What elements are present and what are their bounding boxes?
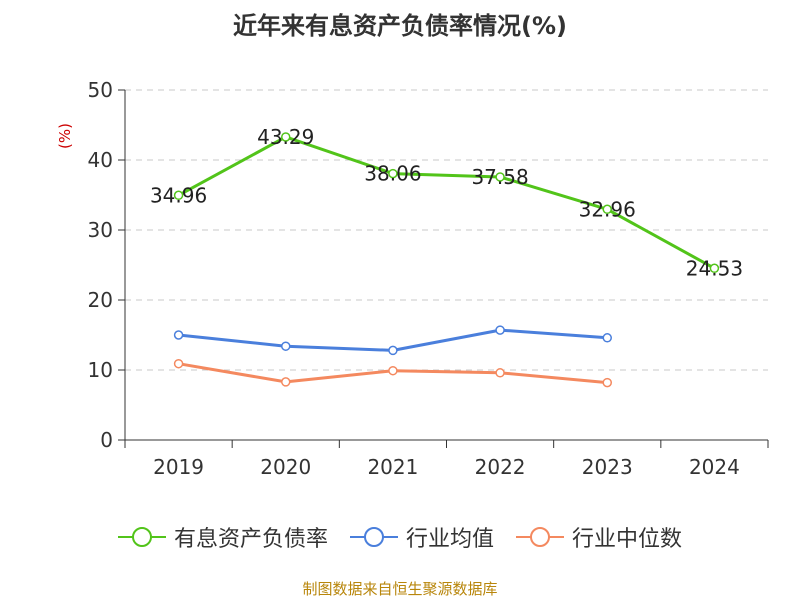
data-point[interactable]: [173, 190, 184, 201]
data-point[interactable]: [281, 377, 291, 387]
y-tick-label: 50: [88, 78, 113, 102]
data-label: 38.06: [364, 162, 421, 186]
series-lines: [173, 132, 720, 388]
legend-label: 有息资产负债率: [173, 527, 328, 552]
series-line: [177, 135, 716, 270]
data-label: 32.96: [579, 197, 636, 221]
legend-item-industry-median[interactable]: 行业中位数: [516, 521, 682, 553]
x-tick-label: 2021: [367, 455, 418, 479]
data-source-note: 制图数据来自恒生聚源数据库: [302, 580, 498, 598]
data-point[interactable]: [173, 330, 184, 340]
data-point[interactable]: [602, 204, 612, 215]
data-point[interactable]: [602, 377, 612, 388]
data-label: 37.58: [471, 165, 528, 189]
x-tick-label: 2024: [689, 455, 740, 479]
data-point[interactable]: [388, 345, 398, 356]
grid-lines: [125, 89, 768, 371]
data-labels: 34.96 43.29 38.06 37.58 32.96 24.53: [150, 125, 743, 280]
legend-marker-icon: [117, 527, 166, 547]
y-tick-label: 20: [88, 288, 113, 312]
legend-marker-icon: [349, 527, 398, 547]
data-point[interactable]: [495, 172, 505, 182]
legend-item-debt-ratio[interactable]: 有息资产负债率: [117, 521, 328, 553]
data-point[interactable]: [495, 325, 505, 335]
data-point[interactable]: [281, 132, 291, 142]
data-point[interactable]: [602, 333, 612, 343]
legend: 有息资产负债率 行业均值 行业中位数: [0, 520, 800, 554]
legend-label: 行业中位数: [572, 527, 683, 552]
y-tick-label: 40: [88, 148, 113, 172]
data-label: 24.53: [686, 256, 743, 280]
x-tick-label: 2022: [475, 455, 526, 479]
legend-label: 行业均值: [405, 527, 494, 552]
x-tick-label: 2019: [153, 455, 204, 479]
x-tick-label: 2020: [260, 455, 311, 479]
y-tick-label: 10: [88, 358, 113, 382]
chart-title: 近年来有息资产负债率情况(%): [233, 12, 567, 40]
data-point[interactable]: [388, 168, 398, 179]
data-point[interactable]: [709, 263, 720, 274]
y-tick-label: 30: [88, 218, 113, 242]
legend-marker-icon: [516, 527, 564, 547]
data-point[interactable]: [173, 358, 184, 369]
x-tick-label: 2023: [582, 455, 633, 479]
legend-item-industry-mean[interactable]: 行业均值: [349, 521, 494, 553]
data-point[interactable]: [495, 368, 505, 378]
data-point[interactable]: [281, 341, 291, 351]
y-tick-label: 0: [100, 428, 113, 452]
data-label: 43.29: [257, 125, 314, 149]
data-point[interactable]: [388, 365, 398, 376]
axes: 0 10 20 30 40 50 2019 2020 2021 2022 2023 2024: [88, 78, 769, 479]
data-label: 34.96: [150, 183, 207, 207]
